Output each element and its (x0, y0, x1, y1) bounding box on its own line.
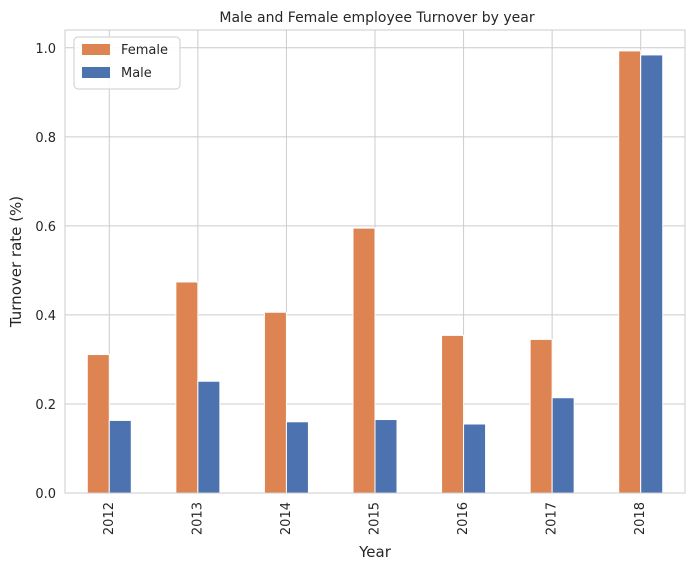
y-tick-label: 0.8 (35, 131, 56, 146)
bar-female-2015 (352, 227, 376, 494)
bar-male-2014 (285, 421, 309, 494)
legend-swatch-male (82, 67, 110, 78)
bar-male-2012 (108, 419, 132, 494)
y-tick-label: 0.6 (35, 220, 56, 235)
x-tick-label: 2015 (368, 502, 383, 535)
x-tick-label: 2014 (279, 502, 294, 535)
bar-female-2016 (441, 334, 465, 494)
bar-female-2017 (529, 338, 553, 494)
x-tick-label: 2017 (545, 502, 560, 535)
legend-label-female: Female (121, 43, 168, 58)
legend-swatch-female (82, 44, 110, 55)
x-tick-label: 2016 (456, 502, 471, 535)
legend: Female Male (73, 36, 181, 90)
bars-layer (86, 50, 664, 494)
y-tick-label: 1.0 (35, 42, 56, 57)
x-tick-label: 2012 (102, 502, 117, 535)
x-axis-ticks: 2012 2013 2014 2015 2016 2017 2018 (102, 502, 648, 535)
bar-female-2014 (263, 311, 287, 494)
y-tick-label: 0.0 (35, 487, 56, 502)
x-tick-label: 2013 (190, 502, 205, 535)
legend-label-male: Male (121, 66, 152, 81)
bar-female-2018 (618, 50, 642, 494)
bar-male-2013 (197, 380, 221, 494)
y-tick-label: 0.4 (35, 309, 56, 324)
bar-male-2015 (374, 419, 398, 494)
plot-area-border (64, 29, 686, 494)
x-tick-label: 2018 (633, 502, 648, 535)
bar-female-2012 (86, 354, 110, 494)
bar-male-2018 (640, 54, 664, 494)
y-tick-label: 0.2 (35, 398, 56, 413)
y-axis-label: Turnover rate (%) (7, 196, 25, 328)
bar-male-2017 (551, 397, 575, 494)
bar-male-2016 (463, 423, 487, 494)
chart-title: Male and Female employee Turnover by yea… (219, 10, 534, 26)
bar-female-2013 (175, 281, 199, 494)
y-axis-ticks: 0.0 0.2 0.4 0.6 0.8 1.0 (35, 42, 56, 502)
x-axis-label: Year (358, 543, 392, 561)
